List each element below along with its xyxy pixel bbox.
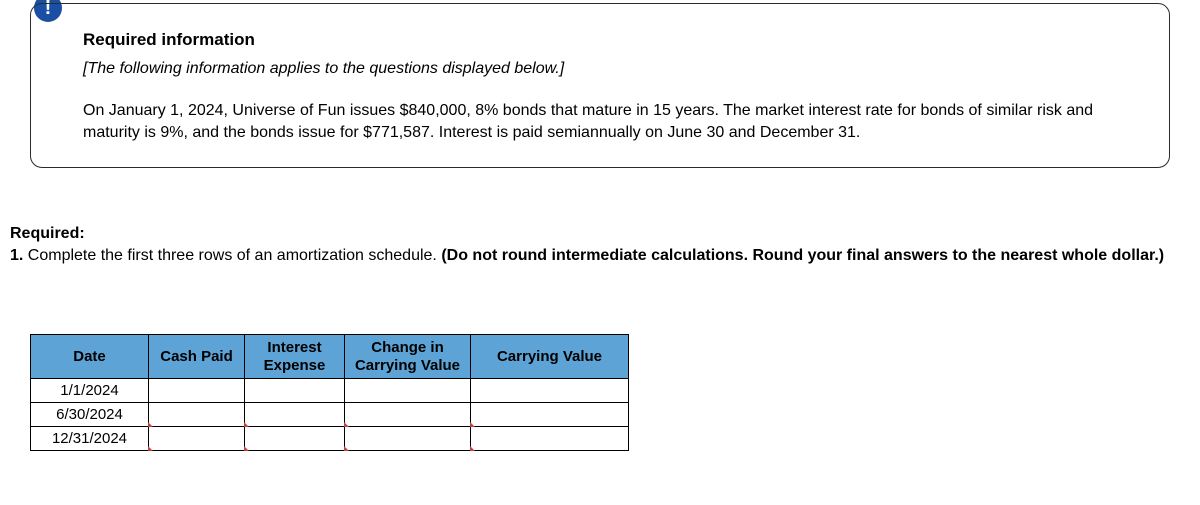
cell-cash-paid[interactable] [149,403,245,427]
cell-date: 6/30/2024 [31,403,149,427]
table-row: 1/1/2024 [31,379,629,403]
edit-tick-icon [344,446,349,451]
cell-change-cv[interactable] [345,379,471,403]
edit-tick-icon [148,446,153,451]
cell-change-cv[interactable] [345,427,471,451]
col-header-cash-paid: Cash Paid [149,335,245,379]
required-info-subtitle: [The following information applies to th… [83,60,1117,78]
edit-tick-icon [244,446,249,451]
question-number: 1. [10,247,23,264]
cell-date: 12/31/2024 [31,427,149,451]
question-block: Required: 1. Complete the first three ro… [10,225,1190,267]
cell-interest-expense[interactable] [245,403,345,427]
cell-interest-expense[interactable] [245,379,345,403]
col-header-interest-expense: InterestExpense [245,335,345,379]
cell-carrying-value[interactable] [471,379,629,403]
required-instruction: 1. Complete the first three rows of an a… [10,245,1190,267]
edit-tick-icon [470,446,475,451]
col-header-change-carrying-value: Change inCarrying Value [345,335,471,379]
col-header-carrying-value: Carrying Value [471,335,629,379]
cell-date: 1/1/2024 [31,379,149,403]
required-info-title: Required information [83,30,1117,50]
col-header-date: Date [31,335,149,379]
amortization-table-container: Date Cash Paid InterestExpense Change in… [30,334,629,451]
table-row: 12/31/2024 [31,427,629,451]
cell-cash-paid[interactable] [149,379,245,403]
cell-carrying-value[interactable] [471,427,629,451]
question-bold-note: (Do not round intermediate calculations.… [441,247,1164,264]
cell-interest-expense[interactable] [245,427,345,451]
question-text: Complete the first three rows of an amor… [23,247,441,264]
table-row: 6/30/2024 [31,403,629,427]
required-info-box: Required information [The following info… [30,3,1170,168]
amortization-table: Date Cash Paid InterestExpense Change in… [30,334,629,451]
required-label: Required: [10,225,1190,243]
table-header-row: Date Cash Paid InterestExpense Change in… [31,335,629,379]
required-info-body: On January 1, 2024, Universe of Fun issu… [83,100,1117,143]
table-body: 1/1/2024 6/30/2024 12/31/2024 [31,379,629,451]
cell-cash-paid[interactable] [149,427,245,451]
cell-change-cv[interactable] [345,403,471,427]
cell-carrying-value[interactable] [471,403,629,427]
